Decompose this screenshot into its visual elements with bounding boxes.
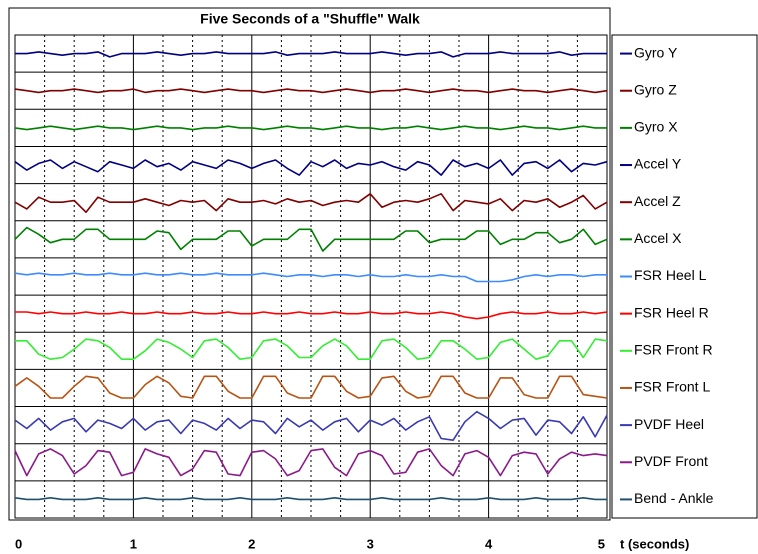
x-tick-label: 1 <box>130 536 137 551</box>
series-line <box>15 311 608 320</box>
x-tick-label: 3 <box>367 536 374 551</box>
legend-label: FSR Heel L <box>634 267 707 283</box>
x-tick-label: 0 <box>15 536 22 551</box>
series-line <box>15 51 607 58</box>
legend-label: FSR Heel R <box>634 304 709 320</box>
legend-label: Gyro Z <box>634 81 677 97</box>
legend-label: Accel Y <box>634 156 682 172</box>
chart-title: Five Seconds of a "Shuffle" Walk <box>200 11 420 27</box>
plot-frame <box>8 7 611 521</box>
legend-label: Bend - Ankle <box>634 490 714 506</box>
series-line <box>15 338 608 360</box>
legend-label: FSR Front R <box>634 342 713 358</box>
legend-label: Accel Z <box>634 193 681 209</box>
x-tick-label: 5 <box>598 536 605 551</box>
x-tick-label: 4 <box>485 536 493 551</box>
x-axis-label: t (seconds) <box>620 536 689 551</box>
series-line <box>14 375 608 399</box>
legend-label: Gyro X <box>634 119 678 135</box>
legend-label: PVDF Heel <box>634 416 704 432</box>
series-line <box>14 226 608 252</box>
legend-box <box>611 34 758 519</box>
series-line <box>14 497 607 501</box>
series-line <box>14 193 608 213</box>
legend-label: Gyro Y <box>634 44 678 60</box>
legend-label: PVDF Front <box>634 453 708 469</box>
legend-label: FSR Front L <box>634 379 710 395</box>
series-line <box>14 159 608 176</box>
series-line <box>14 88 608 94</box>
series-line <box>14 448 608 477</box>
series-line <box>14 125 607 131</box>
series-line <box>14 272 607 283</box>
series-line <box>14 410 608 441</box>
legend-label: Accel X <box>634 230 682 246</box>
x-tick-label: 2 <box>248 536 255 551</box>
